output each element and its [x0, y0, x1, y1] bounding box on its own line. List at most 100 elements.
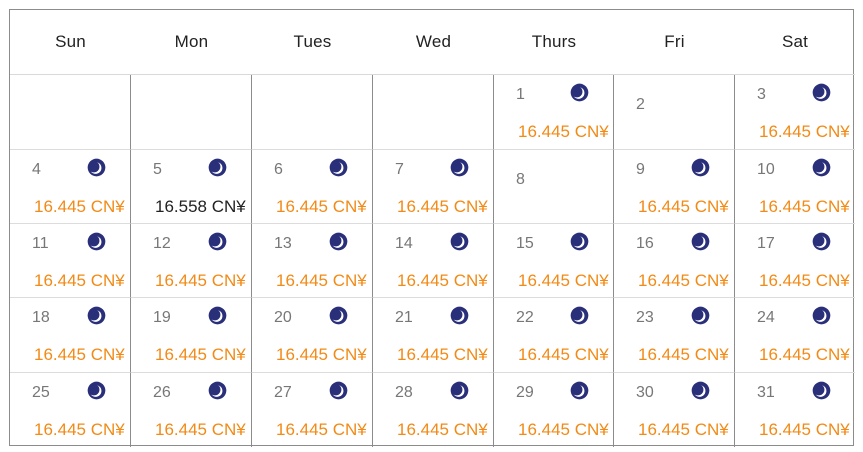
crescent-moon-icon [812, 83, 831, 102]
day-cell-26[interactable]: 26 16.445 CN¥ [131, 372, 252, 447]
day-cell-27[interactable]: 27 16.445 CN¥ [252, 372, 373, 447]
day-price: 16.445 CN¥ [34, 197, 125, 216]
day-cell-7[interactable]: 7 16.445 CN¥ [373, 149, 494, 223]
empty-day-cell [373, 75, 494, 149]
day-number: 4 [32, 161, 41, 178]
day-cell-15[interactable]: 15 16.445 CN¥ [494, 223, 614, 297]
day-number: 29 [516, 384, 534, 401]
day-cell-3[interactable]: 3 16.445 CN¥ [735, 75, 855, 149]
day-price: 16.445 CN¥ [155, 420, 246, 439]
day-number: 27 [274, 384, 292, 401]
day-number: 19 [153, 309, 171, 326]
weekday-header-tues: Tues [252, 10, 373, 75]
day-number: 6 [274, 161, 283, 178]
weekday-header-mon: Mon [131, 10, 252, 75]
day-cell-17[interactable]: 17 16.445 CN¥ [735, 223, 855, 297]
day-price: 16.445 CN¥ [638, 420, 729, 439]
day-number: 23 [636, 309, 654, 326]
day-price: 16.445 CN¥ [276, 197, 367, 216]
day-number: 15 [516, 235, 534, 252]
day-number: 21 [395, 309, 413, 326]
day-cell-9[interactable]: 9 16.445 CN¥ [614, 149, 735, 223]
crescent-moon-icon [87, 158, 106, 177]
day-cell-23[interactable]: 23 16.445 CN¥ [614, 297, 735, 372]
crescent-moon-icon [691, 381, 710, 400]
day-price: 16.445 CN¥ [397, 271, 488, 290]
day-price: 16.445 CN¥ [155, 271, 246, 290]
day-price: 16.445 CN¥ [759, 420, 850, 439]
day-cell-8[interactable]: 8 [494, 149, 614, 223]
day-number: 25 [32, 384, 50, 401]
day-number: 8 [516, 171, 525, 188]
crescent-moon-icon [208, 381, 227, 400]
day-cell-12[interactable]: 12 16.445 CN¥ [131, 223, 252, 297]
day-number: 31 [757, 384, 775, 401]
day-cell-1[interactable]: 1 16.445 CN¥ [494, 75, 614, 149]
day-number: 9 [636, 161, 645, 178]
day-number: 5 [153, 161, 162, 178]
crescent-moon-icon [812, 381, 831, 400]
day-cell-25[interactable]: 25 16.445 CN¥ [10, 372, 131, 447]
day-number: 3 [757, 86, 766, 103]
day-price: 16.558 CN¥ [155, 197, 246, 216]
day-number: 1 [516, 86, 525, 103]
day-cell-6[interactable]: 6 16.445 CN¥ [252, 149, 373, 223]
day-cell-20[interactable]: 20 16.445 CN¥ [252, 297, 373, 372]
crescent-moon-icon [450, 306, 469, 325]
day-cell-31[interactable]: 31 16.445 CN¥ [735, 372, 855, 447]
crescent-moon-icon [812, 232, 831, 251]
price-calendar: Sun Mon Tues Wed Thurs Fri Sat 1 16.445 C… [9, 9, 855, 447]
day-cell-5[interactable]: 5 16.558 CN¥ [131, 149, 252, 223]
day-cell-16[interactable]: 16 16.445 CN¥ [614, 223, 735, 297]
day-price: 16.445 CN¥ [276, 345, 367, 364]
day-price: 16.445 CN¥ [397, 420, 488, 439]
day-number: 20 [274, 309, 292, 326]
day-price: 16.445 CN¥ [276, 420, 367, 439]
day-cell-4[interactable]: 4 16.445 CN¥ [10, 149, 131, 223]
empty-day-cell [131, 75, 252, 149]
day-number: 22 [516, 309, 534, 326]
weekday-header-wed: Wed [373, 10, 494, 75]
day-cell-22[interactable]: 22 16.445 CN¥ [494, 297, 614, 372]
crescent-moon-icon [570, 381, 589, 400]
crescent-moon-icon [691, 158, 710, 177]
day-number: 2 [636, 96, 645, 113]
day-number: 28 [395, 384, 413, 401]
weekday-header-sat: Sat [735, 10, 855, 75]
day-cell-30[interactable]: 30 16.445 CN¥ [614, 372, 735, 447]
crescent-moon-icon [87, 381, 106, 400]
crescent-moon-icon [87, 306, 106, 325]
day-cell-24[interactable]: 24 16.445 CN¥ [735, 297, 855, 372]
day-price: 16.445 CN¥ [759, 345, 850, 364]
day-cell-28[interactable]: 28 16.445 CN¥ [373, 372, 494, 447]
day-cell-19[interactable]: 19 16.445 CN¥ [131, 297, 252, 372]
crescent-moon-icon [812, 158, 831, 177]
crescent-moon-icon [570, 83, 589, 102]
day-cell-10[interactable]: 10 16.445 CN¥ [735, 149, 855, 223]
crescent-moon-icon [691, 232, 710, 251]
day-price: 16.445 CN¥ [638, 271, 729, 290]
day-cell-2[interactable]: 2 [614, 75, 735, 149]
day-price: 16.445 CN¥ [34, 271, 125, 290]
day-cell-13[interactable]: 13 16.445 CN¥ [252, 223, 373, 297]
day-price: 16.445 CN¥ [397, 345, 488, 364]
day-price: 16.445 CN¥ [759, 122, 850, 141]
crescent-moon-icon [570, 232, 589, 251]
day-cell-18[interactable]: 18 16.445 CN¥ [10, 297, 131, 372]
crescent-moon-icon [329, 381, 348, 400]
day-cell-14[interactable]: 14 16.445 CN¥ [373, 223, 494, 297]
day-cell-11[interactable]: 11 16.445 CN¥ [10, 223, 131, 297]
day-price: 16.445 CN¥ [518, 271, 609, 290]
crescent-moon-icon [329, 306, 348, 325]
day-price: 16.445 CN¥ [155, 345, 246, 364]
day-cell-21[interactable]: 21 16.445 CN¥ [373, 297, 494, 372]
crescent-moon-icon [570, 306, 589, 325]
weekday-header-sun: Sun [10, 10, 131, 75]
day-number: 14 [395, 235, 413, 252]
day-cell-29[interactable]: 29 16.445 CN¥ [494, 372, 614, 447]
weekday-header-thurs: Thurs [494, 10, 614, 75]
crescent-moon-icon [208, 306, 227, 325]
day-number: 17 [757, 235, 775, 252]
day-number: 24 [757, 309, 775, 326]
day-price: 16.445 CN¥ [276, 271, 367, 290]
